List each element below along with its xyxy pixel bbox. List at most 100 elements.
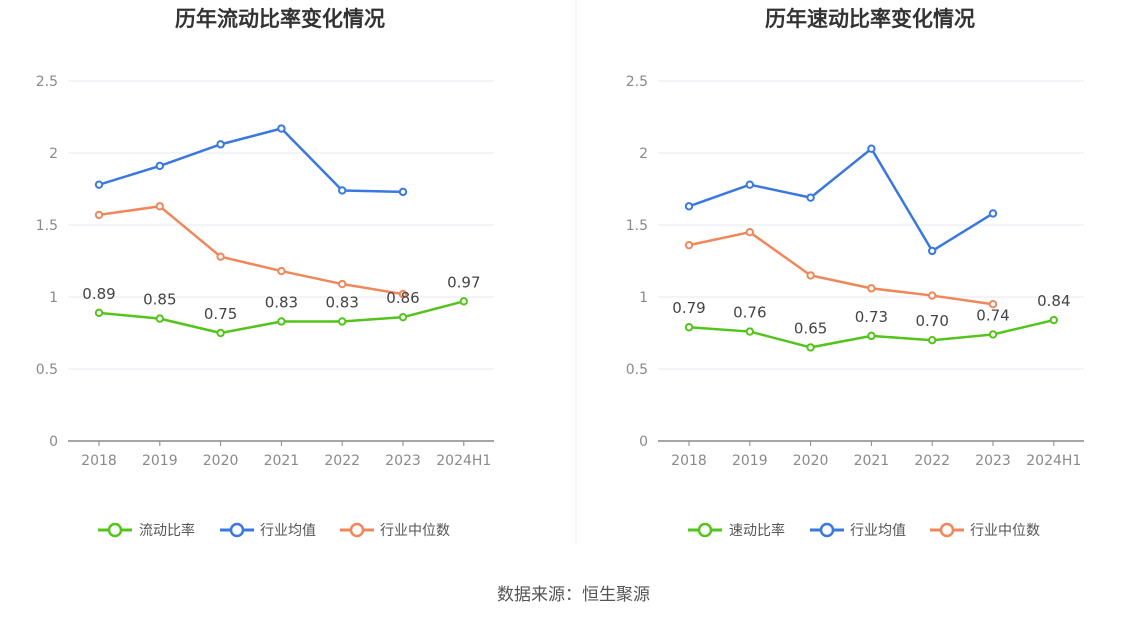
x-tick-label: 2018 <box>671 453 707 469</box>
legend-label: 行业中位数 <box>380 523 450 539</box>
data-point <box>806 193 815 202</box>
x-tick-label: 2022 <box>914 453 950 469</box>
data-point <box>216 328 225 338</box>
data-point <box>398 289 408 299</box>
y-tick-label: 1 <box>639 290 648 306</box>
legend[interactable]: 流动比率 行业均值 行业中位数 <box>98 522 450 539</box>
x-tick-label: 2024H1 <box>1026 453 1081 469</box>
x-tick-label: 2023 <box>385 453 421 469</box>
legend-label: 速动比率 <box>729 522 785 539</box>
charts-canvas: 历年流动比率变化情况 0 0.5 1 1.5 2 2.5 2018 2019 2020 2021 2… <box>36 0 1084 545</box>
x-tick-label: 2019 <box>732 453 768 469</box>
data-point <box>94 308 104 318</box>
data-point <box>745 228 754 237</box>
x-tick-label: 2021 <box>264 453 300 469</box>
data-point <box>94 210 104 220</box>
data-point <box>1049 315 1059 325</box>
data-point <box>988 330 998 339</box>
company-series: 0.89 0.85 0.75 0.83 0.83 0.86 0.97 <box>82 273 481 338</box>
data-label: 0.70 <box>915 312 948 330</box>
y-tick-label: 2 <box>639 146 648 162</box>
data-label: 0.86 <box>386 289 419 307</box>
x-tick-label: 2018 <box>81 453 117 469</box>
data-point <box>928 291 937 300</box>
y-tick-label: 0 <box>639 434 648 450</box>
axes: 0 0.5 1 1.5 2 2.5 2018 2019 2020 2021 2022 2023 2024… <box>626 74 1084 469</box>
data-point <box>867 284 876 293</box>
y-tick-label: 2.5 <box>626 74 648 90</box>
x-tick-label: 2021 <box>854 453 890 469</box>
data-point <box>338 317 347 326</box>
legend-item-company[interactable]: 速动比率 <box>688 522 785 539</box>
data-point <box>277 266 286 276</box>
x-tick-label: 2020 <box>793 453 829 469</box>
data-source-note: 数据来源：恒生聚源 <box>497 585 650 605</box>
legend-item-industry-median[interactable]: 行业中位数 <box>340 522 450 539</box>
legend-label: 行业均值 <box>850 523 906 539</box>
data-point <box>277 124 286 133</box>
legend-label: 行业中位数 <box>970 523 1040 539</box>
x-tick-label: 2020 <box>203 453 239 469</box>
data-point <box>928 336 937 345</box>
data-point <box>988 300 998 309</box>
data-label: 0.83 <box>325 293 358 311</box>
industry-median-series <box>94 202 408 299</box>
series-line <box>98 205 404 296</box>
y-tick-label: 1 <box>49 290 58 306</box>
data-point <box>867 144 876 153</box>
data-point <box>155 314 165 323</box>
data-point <box>988 209 998 218</box>
data-point <box>277 317 286 326</box>
data-point <box>338 186 347 195</box>
x-tick-label: 2022 <box>324 453 360 469</box>
data-label: 0.83 <box>265 293 298 311</box>
legend-swatch-marker <box>107 522 123 538</box>
industry-average-series <box>94 124 408 197</box>
data-point <box>928 246 937 256</box>
y-tick-label: 0.5 <box>36 362 58 378</box>
data-point <box>745 180 754 189</box>
series-line <box>98 127 404 194</box>
data-point <box>338 279 347 289</box>
legend-swatch-marker <box>819 522 835 538</box>
x-tick-label: 2019 <box>142 453 178 469</box>
industry-median-series <box>684 228 998 309</box>
legend[interactable]: 速动比率 行业均值 行业中位数 <box>688 522 1040 539</box>
data-label: 0.76 <box>733 304 766 322</box>
y-tick-label: 0 <box>49 434 58 450</box>
data-point <box>684 323 694 332</box>
industry-average-series <box>684 144 998 256</box>
legend-item-industry-median[interactable]: 行业中位数 <box>930 522 1040 539</box>
chart-title: 历年速动比率变化情况 <box>765 7 975 31</box>
grid-lines <box>68 80 494 370</box>
series-line <box>688 147 994 253</box>
legend-item-industry-average[interactable]: 行业均值 <box>220 522 316 539</box>
data-label: 0.73 <box>855 308 888 326</box>
data-point <box>216 140 225 149</box>
data-label: 0.85 <box>143 291 176 309</box>
legend-item-company[interactable]: 流动比率 <box>98 522 195 539</box>
legend-item-industry-average[interactable]: 行业均值 <box>810 522 906 539</box>
chart-title: 历年流动比率变化情况 <box>175 7 385 31</box>
data-point <box>398 312 408 322</box>
data-point <box>155 161 165 171</box>
legend-label: 流动比率 <box>139 522 195 539</box>
data-label: 0.97 <box>447 273 480 291</box>
data-point <box>155 202 165 211</box>
data-point <box>459 297 468 306</box>
series-group: 0.79 0.76 0.65 0.73 0.70 0.74 0.84 <box>672 144 1071 352</box>
y-tick-label: 1.5 <box>36 218 58 234</box>
legend-swatch-marker <box>349 522 365 538</box>
data-point <box>806 271 815 280</box>
data-point <box>216 252 225 261</box>
data-label: 0.74 <box>976 306 1009 324</box>
series-line <box>688 230 994 306</box>
data-label: 0.79 <box>672 299 705 317</box>
x-tick-label: 2023 <box>975 453 1011 469</box>
data-point <box>684 202 694 211</box>
axes: 0 0.5 1 1.5 2 2.5 2018 2019 2020 2021 2022 2023 2024… <box>36 74 494 469</box>
company-series: 0.79 0.76 0.65 0.73 0.70 0.74 0.84 <box>672 292 1071 352</box>
legend-swatch-marker <box>697 522 713 538</box>
legend-swatch-marker <box>939 522 955 538</box>
